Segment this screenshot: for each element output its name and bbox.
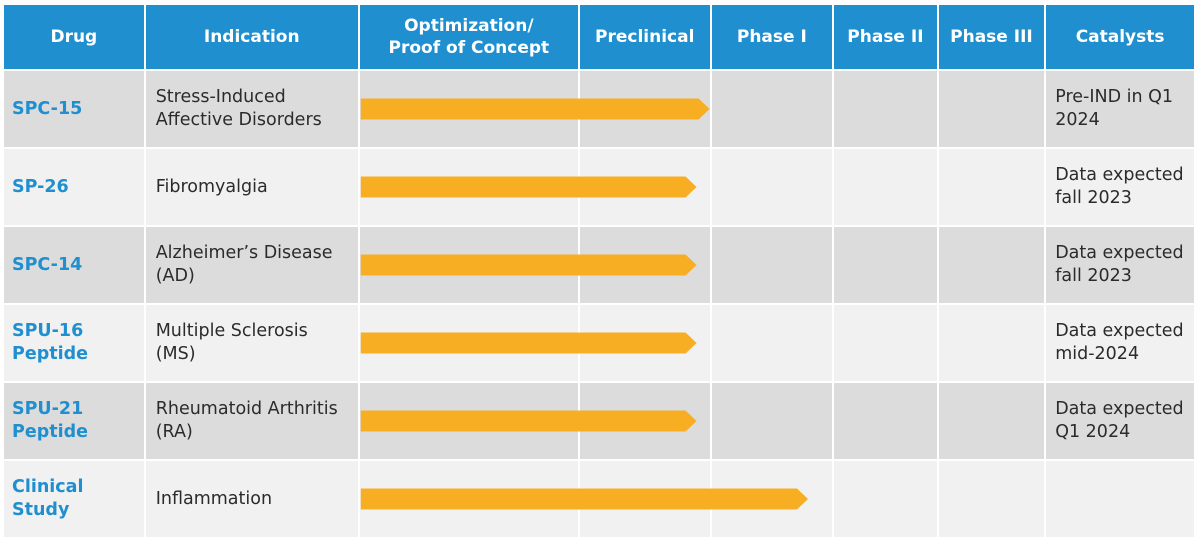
- table-row: SPC-14 Alzheimer’s Disease (AD) Data expec…: [4, 227, 1194, 303]
- table-row: SPC-15 Stress-Induced Affective Disorders…: [4, 71, 1194, 147]
- stage-cell: [359, 149, 578, 225]
- stage-cell: [938, 227, 1045, 303]
- stage-cell: [711, 149, 833, 225]
- table-row: SPU-16 Peptide Multiple Sclerosis (MS) Dat…: [4, 305, 1194, 381]
- stage-cell: [834, 305, 937, 381]
- stage-cell: [834, 71, 937, 147]
- stage-cell: [834, 461, 937, 537]
- drug-cell: SP-26: [4, 149, 144, 225]
- indication-cell: Inflammation: [145, 461, 358, 537]
- indication-cell: Stress-Induced Affective Disorders: [145, 71, 358, 147]
- stage-cell: [938, 149, 1045, 225]
- drug-cell: SPU-16 Peptide: [4, 305, 144, 381]
- stage-cell: [938, 383, 1045, 459]
- drug-cell: SPC-14: [4, 227, 144, 303]
- stage-cell: [579, 305, 710, 381]
- header-phase-2: Phase II: [834, 5, 937, 69]
- header-optimization: Optimization/ Proof of Concept: [359, 5, 578, 69]
- drug-cell: SPU-21 Peptide: [4, 383, 144, 459]
- stage-cell: [359, 227, 578, 303]
- stage-cell: [579, 71, 710, 147]
- stage-cell: [579, 149, 710, 225]
- stage-cell: [579, 383, 710, 459]
- header-indication: Indication: [145, 5, 358, 69]
- stage-cell: [834, 149, 937, 225]
- catalyst-cell: Pre-IND in Q1 2024: [1046, 71, 1194, 147]
- indication-cell: Alzheimer’s Disease (AD): [145, 227, 358, 303]
- stage-cell: [938, 305, 1045, 381]
- drug-cell: SPC-15: [4, 71, 144, 147]
- indication-cell: Fibromyalgia: [145, 149, 358, 225]
- stage-cell: [834, 383, 937, 459]
- stage-cell: [359, 383, 578, 459]
- stage-cell: [711, 383, 833, 459]
- header-drug: Drug: [4, 5, 144, 69]
- indication-cell: Multiple Sclerosis (MS): [145, 305, 358, 381]
- indication-cell: Rheumatoid Arthritis (RA): [145, 383, 358, 459]
- stage-cell: [711, 71, 833, 147]
- stage-cell: [579, 227, 710, 303]
- stage-cell: [359, 461, 578, 537]
- stage-cell: [834, 227, 937, 303]
- stage-cell: [938, 461, 1045, 537]
- catalyst-cell: Data expected Q1 2024: [1046, 383, 1194, 459]
- table-row: SP-26 Fibromyalgia Data expected fall 2023: [4, 149, 1194, 225]
- stage-cell: [579, 461, 710, 537]
- drug-cell: Clinical Study: [4, 461, 144, 537]
- catalyst-cell: Data expected fall 2023: [1046, 149, 1194, 225]
- header-row: Drug Indication Optimization/ Proof of C…: [4, 5, 1194, 69]
- catalyst-cell: Data expected mid-2024: [1046, 305, 1194, 381]
- stage-cell: [359, 305, 578, 381]
- catalyst-cell: Data expected fall 2023: [1046, 227, 1194, 303]
- table-row: SPU-21 Peptide Rheumatoid Arthritis (RA) D…: [4, 383, 1194, 459]
- stage-cell: [711, 461, 833, 537]
- stage-cell: [711, 227, 833, 303]
- header-preclinical: Preclinical: [579, 5, 710, 69]
- stage-cell: [711, 305, 833, 381]
- table-row: Clinical Study Inflammation: [4, 461, 1194, 537]
- catalyst-cell: [1046, 461, 1194, 537]
- header-phase-3: Phase III: [938, 5, 1045, 69]
- pipeline-table: Drug Indication Optimization/ Proof of C…: [2, 3, 1196, 539]
- stage-cell: [938, 71, 1045, 147]
- header-catalysts: Catalysts: [1046, 5, 1194, 69]
- header-phase-1: Phase I: [711, 5, 833, 69]
- stage-cell: [359, 71, 578, 147]
